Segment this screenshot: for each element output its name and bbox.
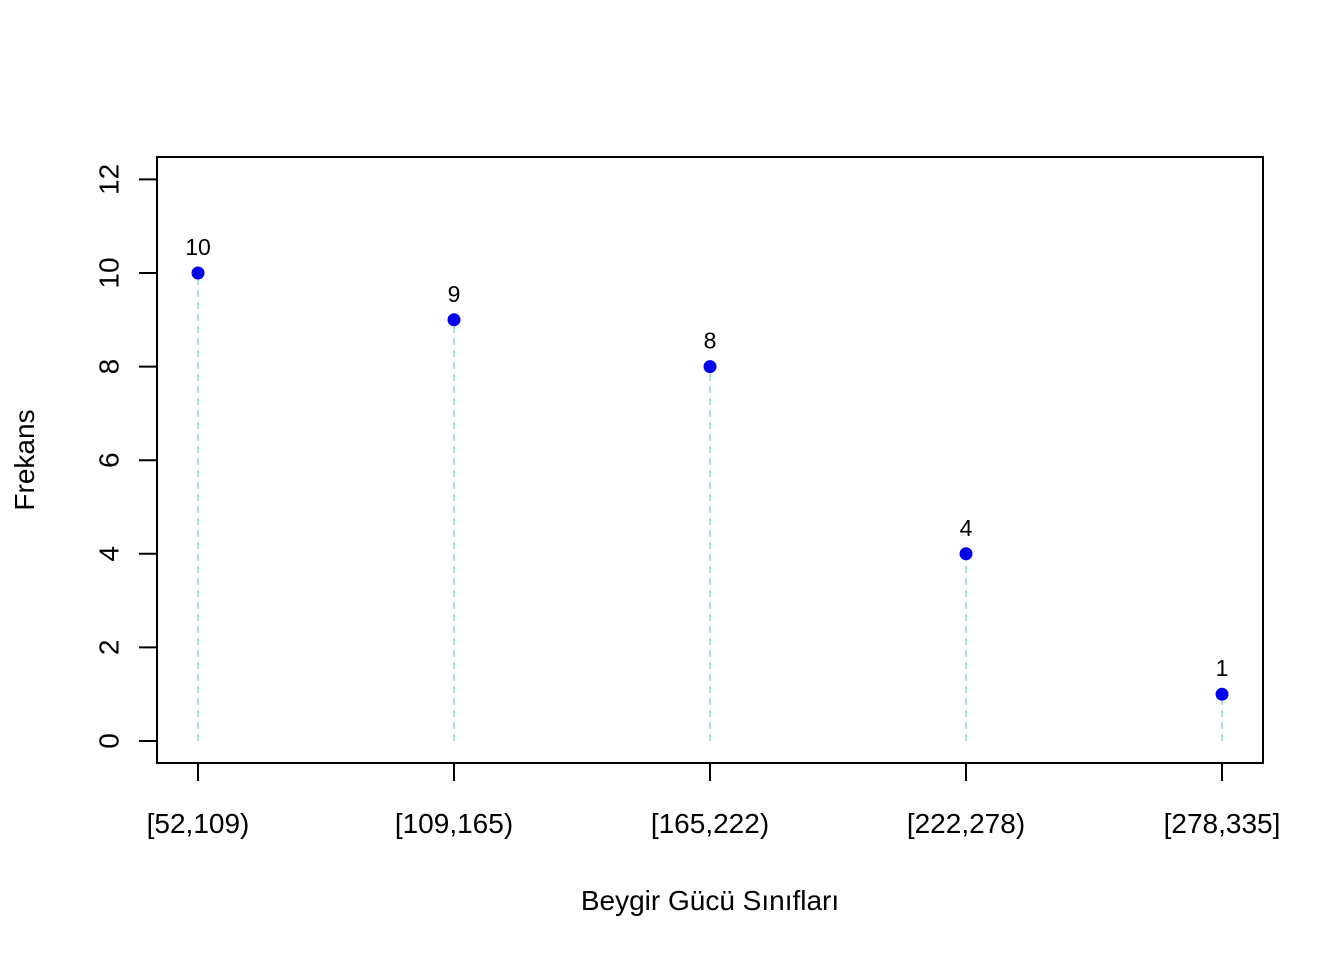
y-axis-title: Frekans [9,409,40,510]
y-tick-label: 4 [93,546,124,562]
data-point [703,360,717,374]
x-axis: [52,109) [109,165) [165,222) [222,278) [278,… [147,762,1281,839]
x-tick-label: [52,109) [147,808,250,839]
y-tick-label: 2 [93,640,124,656]
x-tick-label: [109,165) [395,808,513,839]
x-tick-label: [278,335] [1164,808,1281,839]
x-tick-label: [165,222) [651,808,769,839]
y-tick-label: 8 [93,359,124,375]
drop-lines [197,273,1223,741]
data-point [191,266,205,280]
data-point [447,313,461,327]
data-label: 8 [704,328,717,354]
data-label: 10 [185,234,211,260]
y-tick-label: 6 [93,452,124,468]
data-label: 1 [1216,655,1229,681]
x-tick-label: [222,278) [907,808,1025,839]
x-axis-title: Beygir Gücü Sınıfları [581,885,839,916]
data-point [1215,687,1229,701]
data-labels: 10 9 8 4 1 [185,234,1228,681]
y-tick-label: 12 [93,164,124,195]
data-points [191,266,1229,701]
data-label: 9 [448,281,461,307]
y-axis: 0 2 4 6 8 10 12 [93,164,158,749]
y-tick-label: 0 [93,733,124,749]
data-point [959,547,973,561]
data-label: 4 [960,515,973,541]
y-tick-label: 10 [93,257,124,288]
